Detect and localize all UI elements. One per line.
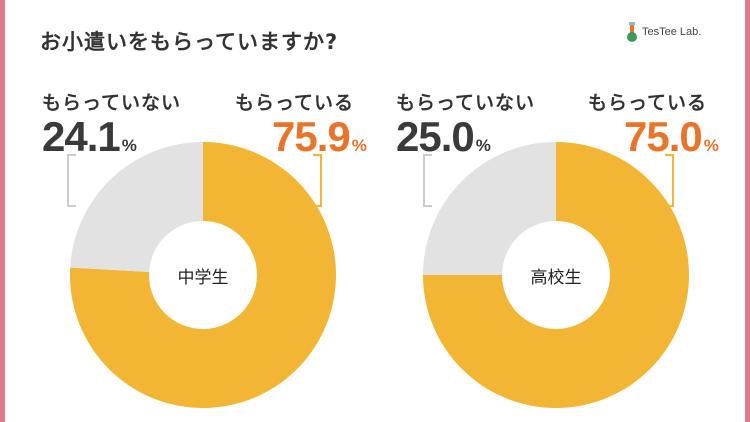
value-yes-high-school-unit: % (703, 136, 719, 155)
logo-text: TesTee Lab. (642, 26, 702, 38)
label-yes-middle-school: もらっている (235, 92, 355, 114)
value-yes-middle-school: 75.9% (272, 113, 367, 161)
center-label-middle-school: 中学生 (177, 268, 229, 288)
center-label-high-school: 高校生 (530, 268, 582, 288)
test-tube-icon (627, 22, 637, 42)
label-no-high-school: もらっていない (396, 92, 536, 114)
value-no-middle-school: 24.1% (42, 113, 137, 161)
value-no-high-school-number: 25.0 (396, 113, 475, 160)
value-no-high-school-unit: % (475, 136, 491, 155)
label-no-middle-school: もらっていない (42, 92, 182, 114)
leader-line-yes-high-school (665, 154, 674, 207)
leader-line-no-middle-school (67, 154, 76, 207)
page-title: お小遣いをもらっていますか? (40, 30, 339, 54)
value-yes-middle-school-number: 75.9 (272, 113, 351, 160)
logo: TesTee Lab. (626, 22, 701, 42)
leader-line-no-high-school (423, 154, 432, 207)
value-no-high-school: 25.0% (396, 113, 491, 161)
value-yes-middle-school-unit: % (351, 136, 367, 155)
value-yes-high-school: 75.0% (624, 113, 719, 161)
value-yes-high-school-number: 75.0 (624, 113, 703, 160)
label-yes-high-school: もらっている (588, 92, 708, 114)
donut-hole-middle-school (149, 221, 257, 329)
value-no-middle-school-number: 24.1 (42, 113, 121, 160)
value-no-middle-school-unit: % (121, 136, 137, 155)
donut-hole-high-school (502, 221, 610, 329)
leader-line-yes-middle-school (313, 154, 322, 207)
